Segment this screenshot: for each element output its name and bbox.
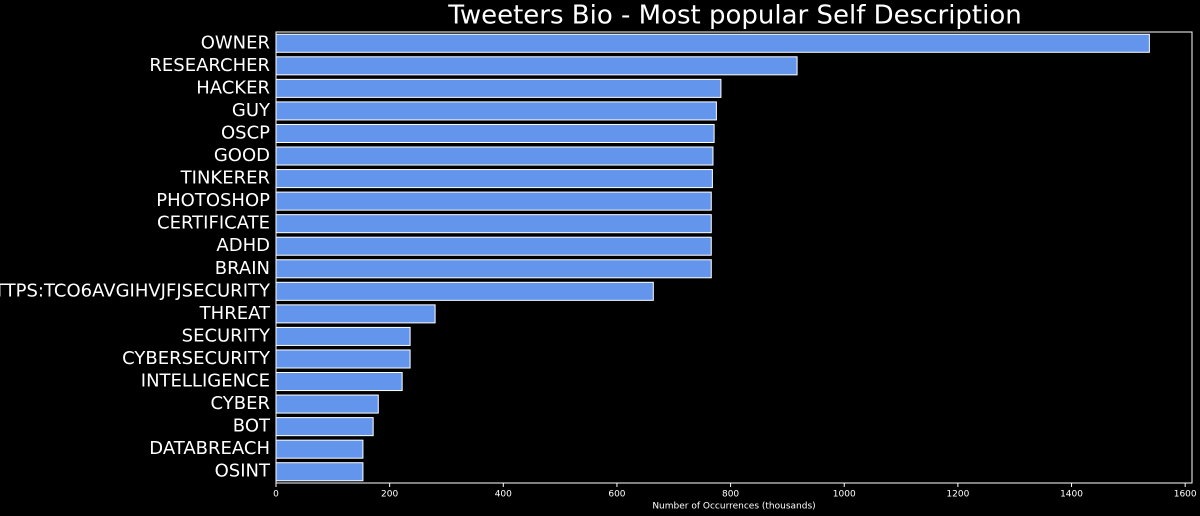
x-tick-label: 1400 bbox=[1060, 490, 1083, 500]
x-tick-label: 0 bbox=[273, 490, 279, 500]
bar bbox=[275, 169, 713, 189]
bar bbox=[275, 417, 374, 437]
bar bbox=[275, 462, 364, 482]
x-tick-label: 400 bbox=[495, 490, 512, 500]
y-tick-label: PHOTOSHOP bbox=[156, 190, 270, 211]
axes-frame bbox=[275, 31, 1193, 484]
x-axis-label: Number of Occurrences (thousands) bbox=[652, 502, 815, 512]
y-tick-label: CYBERSECURITY bbox=[122, 348, 271, 369]
y-tick-label: RESEARCHER bbox=[149, 55, 270, 76]
x-tick-label: 1600 bbox=[1174, 490, 1197, 500]
y-tick-label: GUY bbox=[232, 100, 271, 121]
y-tick-label: GOOD bbox=[214, 145, 270, 166]
x-tick-label: 800 bbox=[722, 490, 739, 500]
y-tick-label: BRAIN bbox=[215, 258, 270, 279]
y-tick-label: ADHD bbox=[216, 235, 270, 256]
bar bbox=[275, 191, 712, 211]
x-tick-label: 1200 bbox=[946, 490, 969, 500]
y-tick-label: OWNER bbox=[201, 32, 270, 53]
bar bbox=[275, 236, 712, 256]
y-tick-label: OSCP bbox=[221, 122, 270, 143]
bar bbox=[275, 394, 379, 414]
y-tick-label: THREAT bbox=[199, 303, 271, 324]
bar bbox=[275, 101, 717, 121]
x-tick-label: 1000 bbox=[833, 490, 856, 500]
y-tick-label: HTTPS:TCO6AVGIHVJFJSECURITY bbox=[0, 280, 271, 301]
bar bbox=[275, 304, 436, 324]
bar bbox=[275, 214, 712, 234]
x-tick-label: 200 bbox=[381, 490, 398, 500]
y-tick-label: BOT bbox=[233, 416, 271, 437]
bar bbox=[275, 259, 712, 279]
y-tick-label: TINKERER bbox=[180, 168, 270, 189]
bar bbox=[275, 372, 403, 392]
y-tick-label: SECURITY bbox=[182, 325, 271, 346]
x-tick-label: 600 bbox=[608, 490, 625, 500]
y-tick-label: CYBER bbox=[211, 393, 270, 414]
y-tick-label: HACKER bbox=[196, 77, 270, 98]
bar bbox=[275, 33, 1150, 53]
bar bbox=[275, 123, 715, 143]
y-tick-label: CERTIFICATE bbox=[157, 213, 270, 234]
bar bbox=[275, 281, 654, 301]
bar bbox=[275, 56, 798, 76]
y-tick-label: INTELLIGENCE bbox=[141, 371, 270, 392]
bar bbox=[275, 146, 714, 166]
bar bbox=[275, 78, 722, 98]
bar bbox=[275, 326, 411, 346]
bar bbox=[275, 439, 364, 459]
chart-title: Tweeters Bio - Most popular Self Descrip… bbox=[447, 1, 1021, 31]
y-tick-label: OSINT bbox=[215, 461, 271, 482]
bar bbox=[275, 349, 411, 369]
y-tick-label: DATABREACH bbox=[149, 438, 270, 459]
